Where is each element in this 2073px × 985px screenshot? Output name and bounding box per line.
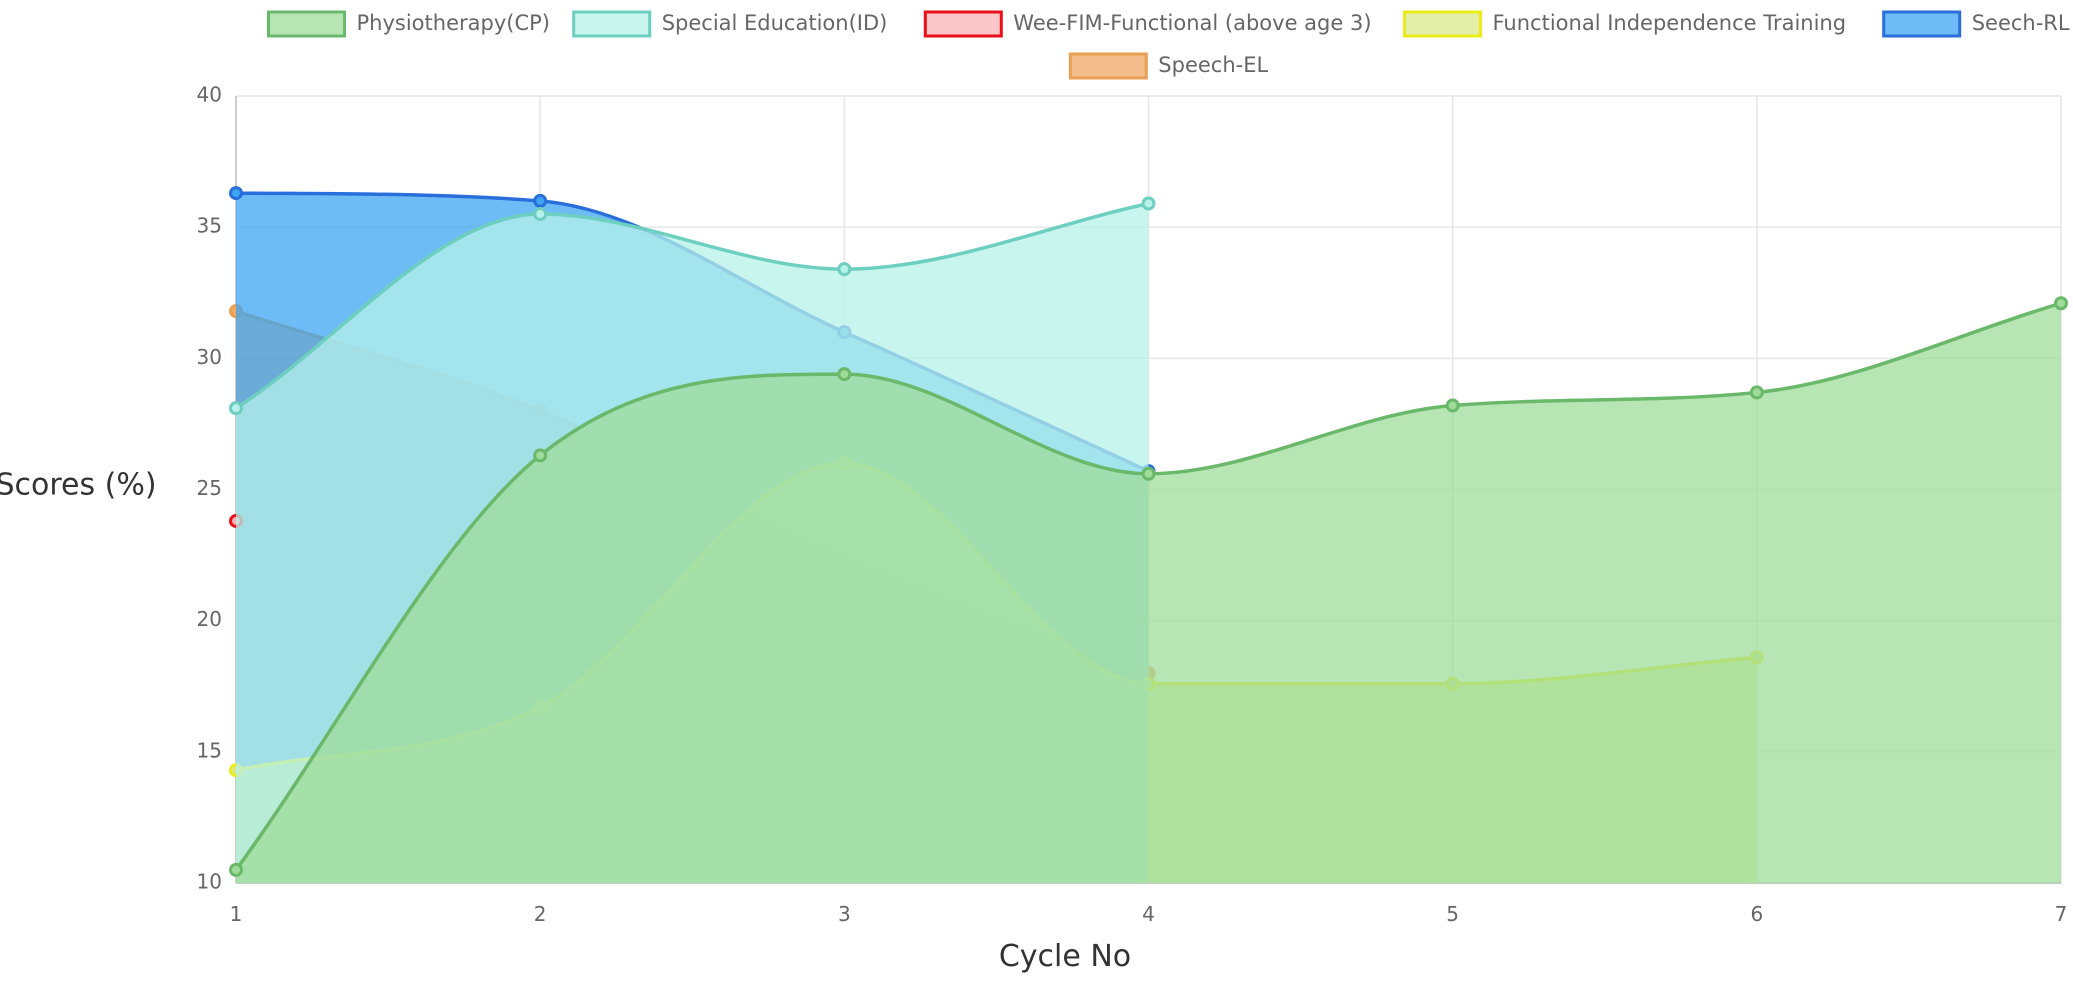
y-tick-label: 20 (197, 607, 222, 631)
data-point-special-education-id[interactable] (229, 401, 243, 416)
legend[interactable]: Physiotherapy(CP) Special Education(ID) We… (267, 10, 2070, 80)
legend-swatch (1068, 52, 1148, 80)
data-point-special-education-id[interactable] (533, 207, 548, 222)
y-tick-label: 35 (197, 214, 222, 238)
legend-label: Speech-EL (1158, 53, 1268, 77)
data-point-physiotherapy-cp[interactable] (1141, 466, 1156, 481)
legend-item-special-education-id[interactable]: Special Education(ID) (572, 10, 888, 38)
legend-swatch (923, 10, 1003, 38)
data-point-seech-rl[interactable] (533, 193, 548, 208)
y-tick-label: 30 (197, 345, 222, 369)
x-tick-label: 2 (534, 902, 547, 926)
x-tick-label: 1 (230, 902, 243, 926)
legend-label: Functional Independence Training (1493, 11, 1847, 35)
y-tick-label: 15 (197, 738, 222, 762)
data-point-special-education-id[interactable] (1141, 196, 1156, 211)
data-point-special-education-id[interactable] (837, 262, 852, 277)
legend-swatch (267, 10, 346, 38)
x-tick-label: 7 (2055, 902, 2068, 926)
legend-label: Seech-RL (1972, 11, 2070, 35)
x-tick-label: 5 (1446, 902, 1459, 926)
y-tick-label: 40 (197, 83, 222, 107)
legend-item-wee-fim-functional-above-age-3[interactable]: Wee-FIM-Functional (above age 3) (923, 10, 1372, 38)
data-point-physiotherapy-cp[interactable] (1749, 385, 1764, 400)
series-physiotherapy-cp (229, 296, 2068, 883)
tick-layer: 10 15 20 25 30 35 40 1 2 3 4 5 6 7 (197, 83, 2068, 927)
legend-item-functional-independence-training[interactable]: Functional Independence Training (1403, 10, 1847, 38)
x-axis-title: Cycle No (999, 939, 1131, 974)
legend-item-speech-el[interactable]: Speech-EL (1068, 52, 1269, 80)
legend-label: Physiotherapy(CP) (357, 11, 550, 35)
legend-label: Wee-FIM-Functional (above age 3) (1013, 11, 1371, 35)
series-layer (229, 186, 2068, 884)
data-point-physiotherapy-cp[interactable] (1445, 398, 1460, 413)
legend-label: Special Education(ID) (662, 11, 888, 35)
y-axis-title: Scores (%) (0, 468, 157, 503)
legend-swatch (1882, 10, 1962, 38)
y-tick-label: 25 (197, 476, 222, 500)
x-tick-label: 4 (1142, 902, 1155, 926)
series-area-physiotherapy-cp (236, 303, 2061, 883)
legend-swatch (1403, 10, 1482, 38)
data-point-physiotherapy-cp[interactable] (837, 367, 852, 382)
x-tick-label: 6 (1750, 902, 1763, 926)
data-point-physiotherapy-cp[interactable] (533, 448, 548, 463)
data-point-physiotherapy-cp[interactable] (2054, 296, 2068, 311)
legend-item-physiotherapy-cp[interactable]: Physiotherapy(CP) (267, 10, 550, 38)
y-tick-label: 10 (197, 870, 222, 894)
data-point-seech-rl[interactable] (229, 186, 243, 201)
x-tick-label: 3 (838, 902, 851, 926)
legend-item-seech-rl[interactable]: Seech-RL (1882, 10, 2070, 38)
data-point-physiotherapy-cp[interactable] (229, 862, 243, 877)
legend-swatch (572, 10, 652, 38)
series-line-special-education-id (235, 201, 1149, 410)
